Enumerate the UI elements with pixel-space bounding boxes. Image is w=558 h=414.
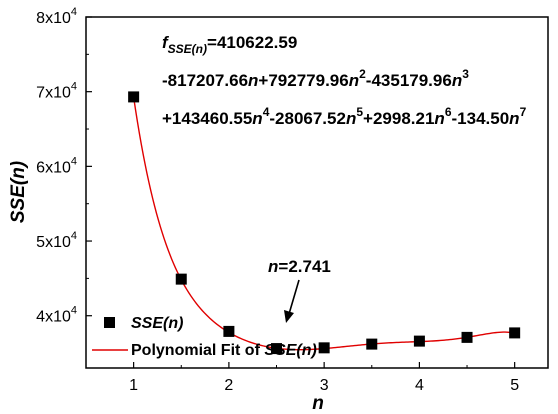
y-tick-mantissa: 7x10 (36, 85, 71, 102)
data-point (128, 91, 140, 103)
fit-line (132, 97, 515, 351)
legend-marker-points (104, 317, 115, 328)
y-tick-mantissa: 5x10 (36, 234, 71, 251)
equation: fSSE(n)=410622.59 -817207.66n+792779.96n… (162, 33, 527, 128)
legend-label-points-arg: (n) (163, 315, 183, 332)
data-points-layer (128, 91, 521, 355)
equation-f: f (162, 33, 170, 52)
y-tick-mantissa: 8x10 (36, 10, 71, 27)
y-axis-label: SSE(n) (8, 161, 29, 223)
fit-line-layer (132, 97, 515, 351)
legend-label-fit-name: SSE (264, 342, 297, 359)
y-tick-label: 8x104 (36, 6, 77, 27)
svg-text:Polynomial Fit of SSE(n): Polynomial Fit of SSE(n) (131, 342, 317, 359)
x-tick-label: 5 (510, 377, 519, 394)
equation-line-2: -817207.66n+792779.96n2​-435179.96n3​ (162, 67, 469, 90)
annotation-arrowhead (284, 310, 294, 323)
data-point (318, 342, 330, 354)
data-point (509, 327, 521, 339)
equation-line-3: +143460.55n4​-28067.52n5​+2998.21n6​-134… (162, 105, 527, 128)
y-tick-mantissa: 4x10 (36, 309, 71, 326)
x-tick-label: 1 (129, 377, 138, 394)
y-tick-exponent: 4 (71, 6, 77, 18)
y-tick-label: 6x104 (36, 155, 77, 176)
data-point (223, 325, 235, 337)
minimum-annotation: n=2.741 (268, 257, 331, 323)
x-tick-label: 4 (415, 377, 424, 394)
y-tick-exponent: 4 (71, 81, 77, 93)
data-point (271, 343, 283, 355)
equation-f-subscript: SSE(n) (168, 42, 207, 56)
x-tick-label: 3 (320, 377, 329, 394)
y-tick-exponent: 4 (71, 305, 77, 317)
svg-text:SSE(n): SSE(n) (131, 315, 183, 332)
y-tick-label: 4x104 (36, 305, 77, 326)
svg-text:fSSE(n)=410622.59: fSSE(n)=410622.59 (162, 33, 297, 56)
data-point (366, 338, 378, 350)
x-ticks: 1 2 3 4 5 (129, 362, 519, 394)
legend-label-points: SSE (131, 315, 164, 332)
y-tick-mantissa: 6x10 (36, 159, 71, 176)
y-tick-exponent: 4 (71, 155, 77, 167)
annotation-value: =2.741 (278, 257, 330, 276)
legend-label-fit-prefix: Polynomial Fit of (131, 342, 264, 359)
y-tick-label: 5x104 (36, 230, 77, 251)
data-point (175, 273, 187, 285)
y-tick-exponent: 4 (71, 230, 77, 242)
data-point (413, 335, 425, 347)
x-tick-label: 2 (224, 377, 233, 394)
annotation-variable: n (268, 257, 278, 276)
legend-label-fit-arg: (n) (296, 342, 316, 359)
plot-frame (85, 16, 549, 369)
y-tick-label: 7x104 (36, 81, 77, 102)
data-point (461, 331, 473, 343)
x-axis-label: n (312, 393, 324, 414)
svg-text:n=2.741: n=2.741 (268, 257, 331, 276)
annotation-arrow (288, 279, 300, 315)
legend: SSE(n) Polynomial Fit of SSE(n) (92, 315, 317, 359)
equation-constant: =410622.59 (207, 33, 297, 52)
